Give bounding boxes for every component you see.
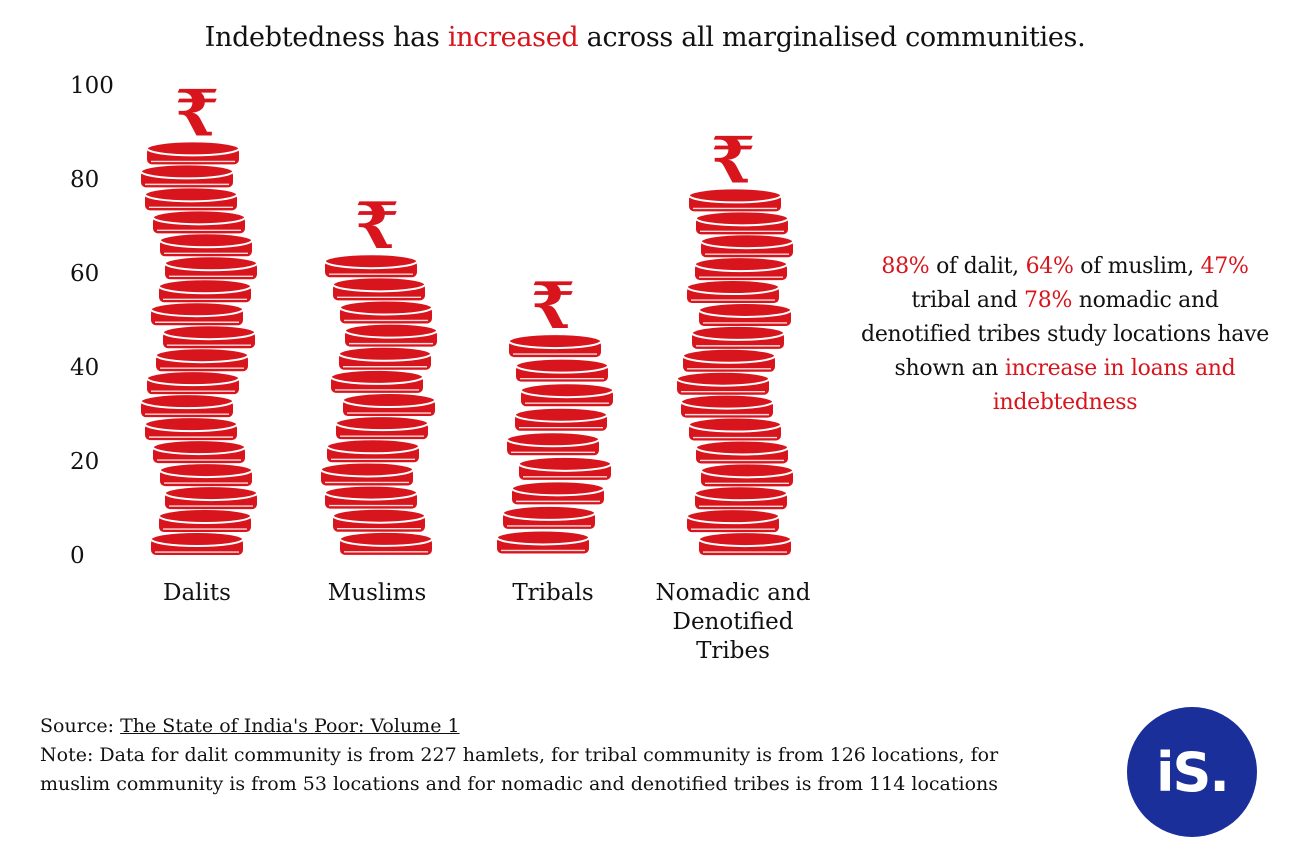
title-after: across all marginalised communities. xyxy=(586,22,1086,53)
bar-1: ₹ xyxy=(320,189,438,555)
source-link[interactable]: The State of India's Poor: Volume 1 xyxy=(120,715,460,737)
x-axis: Dalits Muslims Tribals Nomadic and Denotifie… xyxy=(163,580,811,664)
coin xyxy=(140,393,234,418)
y-tick-label: 80 xyxy=(70,167,99,193)
coin xyxy=(164,485,258,510)
coin xyxy=(330,368,424,393)
coin xyxy=(338,345,432,370)
coin xyxy=(700,462,794,487)
rupee-icon: ₹ xyxy=(711,123,756,198)
pct-muslim: 64% xyxy=(1025,254,1074,279)
y-tick-label: 60 xyxy=(70,261,99,287)
coin xyxy=(682,347,776,372)
coin xyxy=(150,531,244,556)
coin xyxy=(676,370,770,395)
coin xyxy=(320,461,414,486)
annotation-fragment: of dalit, xyxy=(929,254,1026,279)
bar-0: ₹ xyxy=(140,76,258,556)
x-tick-label: Tribals xyxy=(512,580,593,606)
coin xyxy=(508,333,602,358)
coin xyxy=(695,439,789,464)
coin xyxy=(680,393,774,418)
chart-title: Indebtedness has increased across all ma… xyxy=(0,22,1290,53)
title-before: Indebtedness has xyxy=(204,22,440,53)
coin xyxy=(158,278,252,303)
coin xyxy=(335,415,429,440)
coin xyxy=(146,370,240,395)
rupee-icon: ₹ xyxy=(531,269,576,344)
x-tick-label: Muslims xyxy=(328,580,427,606)
coin xyxy=(144,186,238,211)
coin xyxy=(159,462,253,487)
coin xyxy=(339,299,433,324)
coin xyxy=(694,485,788,510)
coin xyxy=(332,276,426,301)
coin xyxy=(159,232,253,257)
coin xyxy=(164,255,258,280)
annotation-highlight: increase in loans and indebtedness xyxy=(992,356,1236,415)
pct-dalit: 88% xyxy=(881,254,930,279)
x-tick-label: Dalits xyxy=(163,580,231,606)
coin xyxy=(339,530,433,555)
coin xyxy=(326,438,420,463)
pct-tribal: 47% xyxy=(1200,254,1249,279)
y-tick-label: 0 xyxy=(70,543,85,569)
coin xyxy=(506,431,600,456)
coin xyxy=(688,187,782,212)
coin xyxy=(686,279,780,304)
coin xyxy=(518,455,612,480)
y-tick-label: 40 xyxy=(70,355,99,381)
bar-2: ₹ xyxy=(496,269,614,554)
coin xyxy=(515,357,609,382)
x-tick-label: Nomadic and Denotified Tribes xyxy=(655,580,810,664)
coin xyxy=(150,301,244,326)
coin xyxy=(140,163,234,188)
coin xyxy=(344,322,438,347)
coin xyxy=(342,392,436,417)
coin xyxy=(514,406,608,431)
coin xyxy=(162,324,256,349)
annotation-fragment: of muslim, xyxy=(1073,254,1201,279)
annotation-fragment: tribal and xyxy=(911,288,1025,313)
coin xyxy=(152,439,246,464)
coin xyxy=(144,416,238,441)
source-label: Source: xyxy=(40,715,121,737)
coin xyxy=(496,529,590,554)
rupee-icon: ₹ xyxy=(175,76,220,151)
coin xyxy=(511,480,605,505)
bar-3: ₹ xyxy=(676,123,794,556)
annotation-text: 88% of dalit, 64% of muslim, 47% tribal … xyxy=(860,250,1270,420)
annotation-fragment: nomadic and denotified tribes study loca… xyxy=(861,288,1269,381)
coin xyxy=(502,504,596,529)
title-highlight: increased xyxy=(447,22,579,53)
y-tick-label: 20 xyxy=(70,449,99,475)
y-tick-label: 100 xyxy=(70,73,114,99)
logo-text: iS. xyxy=(1156,740,1230,804)
y-axis: 0 20 40 60 80 100 xyxy=(70,73,114,569)
coin xyxy=(152,209,246,234)
coin xyxy=(155,347,249,372)
coin xyxy=(688,416,782,441)
rupee-icon: ₹ xyxy=(355,189,400,264)
coin xyxy=(700,233,794,258)
coin xyxy=(686,508,780,533)
coin xyxy=(324,484,418,509)
coin xyxy=(146,140,240,165)
coin xyxy=(698,301,792,326)
coin xyxy=(324,253,418,278)
coin xyxy=(520,382,614,407)
pct-nomadic: 78% xyxy=(1024,288,1073,313)
source-line: Source: The State of India's Poor: Volum… xyxy=(40,712,1070,741)
coin xyxy=(698,531,792,556)
bars: ₹ ₹ ₹ ₹ xyxy=(140,76,794,556)
coin xyxy=(332,507,426,532)
coin xyxy=(691,324,785,349)
note: Note: Data for dalit community is from 2… xyxy=(40,744,999,795)
coin xyxy=(695,210,789,235)
coin xyxy=(694,256,788,281)
indiaspend-logo[interactable]: iS. xyxy=(1127,707,1257,837)
footer: Source: The State of India's Poor: Volum… xyxy=(40,712,1070,799)
coin xyxy=(158,508,252,533)
coin-bar-chart: 0 20 40 60 80 100 ₹ ₹ ₹ ₹ Dalits Muslims Tribals No… xyxy=(70,73,811,664)
